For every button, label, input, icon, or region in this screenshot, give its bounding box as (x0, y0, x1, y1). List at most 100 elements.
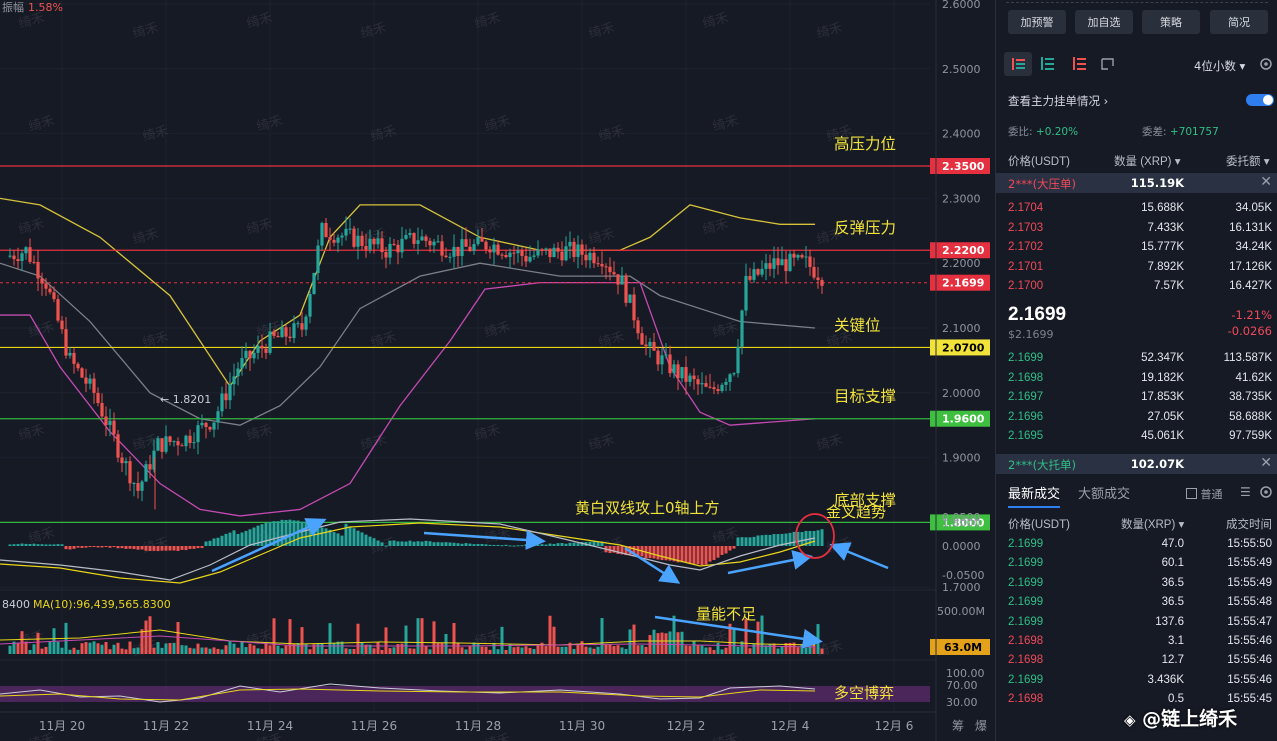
layout-asks-icon[interactable] (1072, 56, 1088, 72)
volume-bar (168, 643, 172, 654)
active-tab-underline (1008, 506, 1060, 508)
annotation-arrow (829, 542, 889, 570)
watermark-text: 绮禾 (701, 217, 730, 238)
close-icon[interactable]: ✕ (1260, 174, 1272, 190)
volume-bar (544, 646, 548, 654)
trade-row[interactable]: 2.1699 47.0 15:55:50 (996, 536, 1277, 556)
macd-histogram-bar (196, 546, 200, 549)
candle-body (328, 237, 332, 240)
expand-icon[interactable] (1100, 56, 1116, 72)
bid-row[interactable]: 2.1698 19.182K 41.62K (996, 370, 1277, 390)
candle-body (776, 258, 780, 266)
volume-bar (356, 623, 360, 654)
volume-bar (768, 644, 772, 654)
macd-histogram-bar (536, 544, 540, 546)
row-price: 2.1698 (1008, 654, 1044, 667)
bull-bear-annotation: 多空博弈 (834, 684, 894, 702)
trade-row[interactable]: 2.1699 60.1 15:55:49 (996, 555, 1277, 575)
volume-bar (348, 649, 352, 654)
volume-bar (476, 643, 480, 654)
layout-both-icon[interactable] (1004, 52, 1032, 76)
candle-body (48, 288, 52, 293)
trade-row[interactable]: 2.1698 12.7 15:55:46 (996, 652, 1277, 672)
trade-row[interactable]: 2.1698 0.5 15:55:45 (996, 691, 1277, 711)
volume-bar (752, 643, 756, 654)
main-orders-toggle[interactable] (1246, 94, 1274, 106)
candle-body (640, 333, 644, 345)
volume-bar (528, 647, 532, 654)
ask-row[interactable]: 2.1702 15.777K 34.24K (996, 239, 1277, 259)
candle-body (688, 375, 692, 382)
candle-body (440, 241, 444, 256)
row-price: 2.1699 (1008, 673, 1044, 686)
trade-row[interactable]: 2.1698 3.1 15:55:46 (996, 633, 1277, 653)
big-ask-row[interactable]: 2***(大压单) 115.19K ✕ (996, 173, 1277, 193)
macd-histogram-bar (252, 527, 256, 546)
candle-body (732, 373, 736, 375)
ask-row[interactable]: 2.1703 7.433K 16.131K (996, 220, 1277, 240)
candle-body (612, 272, 616, 275)
tab-latest-trades[interactable]: 最新成交 (1008, 487, 1061, 502)
bid-row[interactable]: 2.1695 45.061K 97.759K (996, 428, 1277, 448)
macd-histogram-bar (632, 546, 636, 556)
settings-icon[interactable] (1258, 56, 1274, 76)
trade-row[interactable]: 2.1699 36.5 15:55:49 (996, 575, 1277, 595)
rsi-tick-label: 30.00 (946, 696, 978, 709)
candle-body (676, 364, 680, 379)
trade-row[interactable]: 2.1699 36.5 15:55:48 (996, 594, 1277, 614)
volume-bar (444, 633, 448, 654)
annotation-arrow (423, 530, 546, 550)
price-candles (8, 216, 824, 510)
bid-row[interactable]: 2.1699 52.347K 113.587K (996, 350, 1277, 370)
close-icon[interactable]: ✕ (1260, 455, 1272, 471)
filter-icon[interactable]: ☰ (1240, 485, 1251, 499)
macd-histogram-bar (188, 546, 192, 549)
price-tick-label: 1.7000 (942, 581, 981, 594)
col-qty-header[interactable]: 数量 (XRP) ▾ (1114, 156, 1181, 168)
bid-row[interactable]: 2.1696 27.05K 58.688K (996, 409, 1277, 429)
macd-histogram-bar (672, 546, 676, 562)
bid-row[interactable]: 2.1697 17.853K 38.735K (996, 389, 1277, 409)
decimals-select[interactable]: 4位小数 ▾ (1194, 59, 1246, 73)
candle-body (568, 241, 572, 247)
macd-histogram-bar (788, 532, 792, 546)
col-total-header[interactable]: 委托额 ▾ (1226, 156, 1270, 168)
trade-row[interactable]: 2.1699 3.436K 15:55:46 (996, 672, 1277, 692)
candle-body (184, 435, 188, 447)
volume-bar (184, 645, 188, 654)
candle-body (448, 256, 452, 258)
strategy-button[interactable]: 策略 (1142, 10, 1200, 34)
price-tick-label: 2.4000 (942, 128, 981, 141)
tab-large-trades[interactable]: 大额成交 (1078, 487, 1131, 502)
row-price: 2.1699 (1008, 352, 1044, 364)
volume-bar (696, 645, 700, 654)
settings-icon[interactable] (1258, 484, 1274, 504)
volume-bar (652, 629, 656, 654)
ask-row[interactable]: 2.1704 15.688K 34.05K (996, 200, 1277, 220)
macd-histogram-bar (548, 543, 552, 546)
trade-col-qty[interactable]: 数量(XRP) ▾ (1121, 519, 1185, 531)
candle-body (336, 237, 340, 243)
layout-bids-icon[interactable] (1040, 56, 1056, 72)
volume-bar (76, 649, 80, 654)
overview-button[interactable]: 简况 (1210, 10, 1268, 34)
alert-button[interactable]: 加预警 (1008, 10, 1066, 34)
row-qty: 36.5 (1161, 576, 1184, 589)
row-qty: 12.7 (1161, 654, 1184, 667)
big-bid-row[interactable]: 2***(大托单) 102.07K ✕ (996, 454, 1277, 474)
ask-row[interactable]: 2.1701 7.892K 17.126K (996, 259, 1277, 279)
annotation-arrow (654, 615, 823, 649)
trade-row[interactable]: 2.1699 137.6 15:55:47 (996, 614, 1277, 634)
candle-body (264, 348, 268, 353)
row-qty: 27.05K (1147, 410, 1184, 423)
main-orders-link[interactable]: 查看主力挂单情况 › (1008, 94, 1109, 108)
row-total: 15:55:46 (1227, 654, 1272, 667)
macd-histogram-bar (688, 546, 692, 565)
normal-checkbox[interactable]: 普通 (1186, 486, 1223, 502)
candle-body (204, 422, 208, 428)
add-watchlist-button[interactable]: 加自选 (1075, 10, 1133, 34)
ask-row[interactable]: 2.1700 7.57K 16.427K (996, 278, 1277, 298)
candle-body (364, 245, 368, 250)
volume-bar (664, 633, 668, 654)
